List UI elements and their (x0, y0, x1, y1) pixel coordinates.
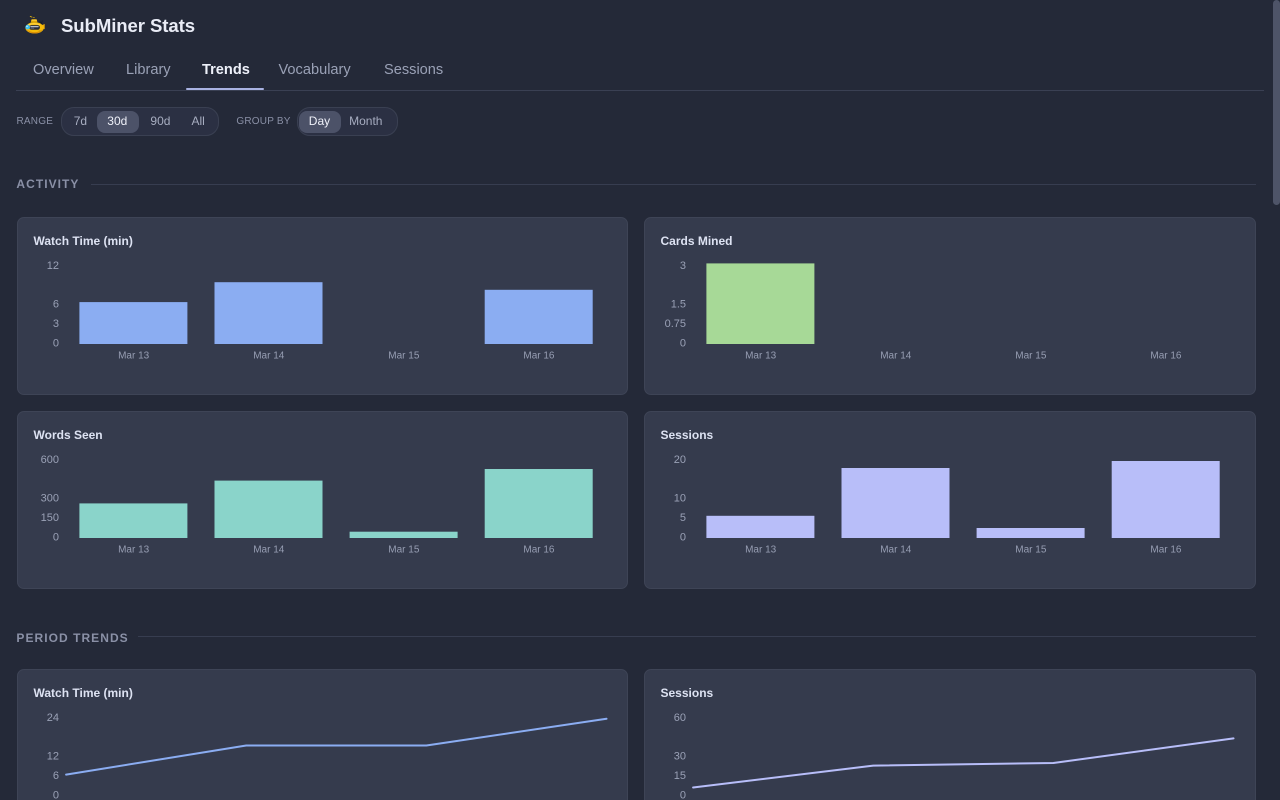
svg-text:0: 0 (53, 789, 59, 800)
svg-text:Watch Time (min): Watch Time (min) (33, 233, 132, 247)
svg-text:0: 0 (53, 337, 59, 349)
svg-text:600: 600 (41, 454, 59, 466)
svg-text:60: 60 (674, 712, 686, 724)
svg-text:6: 6 (53, 298, 59, 310)
svg-text:1.5: 1.5 (671, 298, 686, 310)
svg-text:Mar 15: Mar 15 (388, 544, 420, 555)
svg-text:20: 20 (674, 454, 686, 466)
svg-text:3: 3 (53, 318, 59, 330)
svg-text:24: 24 (47, 712, 59, 724)
svg-text:Mar 15: Mar 15 (388, 350, 420, 361)
svg-text:Mar 15: Mar 15 (1016, 350, 1048, 361)
svg-text:Mar 14: Mar 14 (881, 544, 913, 555)
svg-text:Sessions: Sessions (661, 685, 714, 699)
svg-text:0: 0 (53, 531, 59, 543)
svg-text:Mar 13: Mar 13 (118, 544, 150, 555)
svg-text:15: 15 (674, 770, 686, 782)
svg-text:Mar 16: Mar 16 (1151, 350, 1183, 361)
svg-text:0: 0 (680, 789, 686, 800)
svg-text:0: 0 (680, 337, 686, 349)
svg-text:Mar 13: Mar 13 (118, 350, 150, 361)
svg-text:10: 10 (674, 492, 686, 504)
svg-text:3: 3 (680, 260, 686, 272)
svg-text:Cards Mined: Cards Mined (661, 233, 733, 247)
svg-text:Mar 13: Mar 13 (745, 544, 777, 555)
svg-text:30: 30 (674, 750, 686, 762)
svg-text:Mar 16: Mar 16 (1151, 544, 1183, 555)
svg-text:6: 6 (53, 770, 59, 782)
svg-text:5: 5 (680, 512, 686, 524)
svg-text:Mar 13: Mar 13 (745, 350, 777, 361)
svg-text:Mar 14: Mar 14 (881, 350, 913, 361)
svg-text:Mar 15: Mar 15 (1016, 544, 1048, 555)
svg-text:0.75: 0.75 (665, 318, 686, 330)
svg-text:150: 150 (41, 512, 59, 524)
svg-text:Mar 16: Mar 16 (523, 544, 555, 555)
svg-text:300: 300 (41, 492, 59, 504)
svg-text:Watch Time (min): Watch Time (min) (33, 685, 132, 699)
svg-text:Mar 14: Mar 14 (253, 544, 285, 555)
svg-text:0: 0 (680, 531, 686, 543)
svg-text:Mar 14: Mar 14 (253, 350, 285, 361)
svg-text:Mar 16: Mar 16 (523, 350, 555, 361)
svg-text:Words Seen: Words Seen (33, 428, 102, 442)
svg-text:Sessions: Sessions (661, 428, 714, 442)
svg-text:12: 12 (47, 260, 59, 272)
svg-text:12: 12 (47, 750, 59, 762)
